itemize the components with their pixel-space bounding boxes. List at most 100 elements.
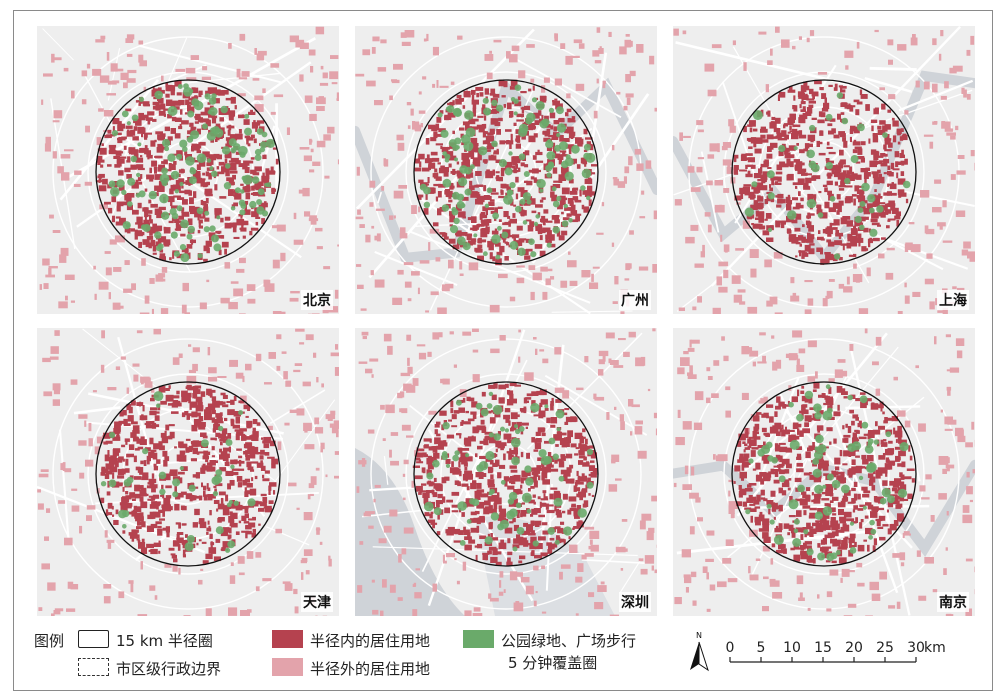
inside-residential-parcel (556, 458, 563, 462)
river (673, 70, 975, 266)
green-coverage-circle (530, 251, 537, 258)
inside-residential-parcel (438, 128, 446, 133)
inside-residential-parcel (122, 458, 125, 462)
inside-residential-parcel (152, 101, 160, 106)
inside-residential-parcel (561, 187, 570, 195)
outside-residential-parcel (293, 369, 301, 373)
green-coverage-circle (228, 500, 233, 505)
road (551, 310, 633, 313)
inside-residential-parcel (845, 423, 848, 428)
inside-residential-parcel (488, 384, 495, 389)
inside-residential-parcel (180, 233, 186, 237)
green-coverage-circle (116, 179, 125, 188)
inside-residential-parcel (260, 465, 266, 471)
outside-residential-parcel (106, 539, 115, 543)
inside-residential-parcel (175, 224, 181, 231)
inside-residential-parcel (476, 191, 480, 196)
outside-residential-parcel (403, 527, 414, 534)
inside-residential-parcel (505, 408, 510, 412)
outside-residential-parcel (66, 608, 76, 612)
inside-residential-parcel (528, 532, 536, 536)
inside-residential-parcel (589, 144, 594, 151)
inside-residential-parcel (432, 523, 435, 529)
inside-residential-parcel (802, 505, 811, 509)
inside-residential-parcel (797, 235, 804, 241)
outside-residential-parcel (464, 610, 472, 616)
green-coverage-circle (752, 110, 763, 121)
inside-residential-parcel (260, 202, 268, 208)
outside-residential-parcel (577, 563, 584, 572)
outside-residential-parcel (313, 352, 317, 358)
green-coverage-circle (161, 211, 170, 220)
outside-residential-parcel (255, 552, 262, 558)
outside-residential-parcel (807, 298, 814, 306)
outside-residential-parcel (314, 417, 320, 425)
inside-residential-parcel (127, 227, 131, 234)
inside-residential-parcel (870, 218, 878, 223)
inside-residential-parcel (551, 194, 558, 202)
inside-residential-parcel (218, 90, 225, 96)
outside-residential-parcel (713, 454, 716, 460)
outside-residential-parcel (969, 254, 975, 262)
inside-residential-parcel (153, 443, 161, 450)
inside-residential-parcel (481, 391, 486, 397)
inside-residential-parcel (470, 411, 477, 415)
inside-residential-parcel (564, 421, 569, 425)
outside-residential-parcel (380, 404, 385, 410)
inside-residential-parcel (553, 493, 561, 500)
inside-residential-parcel (489, 128, 495, 135)
outside-residential-parcel (116, 68, 124, 72)
green-coverage-circle (806, 198, 817, 209)
outside-residential-parcel (390, 460, 399, 466)
inside-residential-parcel (562, 493, 568, 500)
inside-residential-parcel (442, 496, 446, 503)
outside-residential-parcel (131, 283, 136, 291)
road (369, 486, 419, 492)
outside-residential-parcel (764, 259, 772, 268)
inside-residential-parcel (111, 215, 115, 223)
inside-residential-parcel (885, 457, 890, 463)
inside-residential-parcel (491, 394, 497, 400)
road (864, 77, 913, 93)
inside-residential-parcel (229, 112, 235, 118)
outside-residential-parcel (367, 429, 375, 434)
inside-residential-parcel (825, 227, 833, 235)
outside-residential-parcel (372, 36, 380, 42)
outside-residential-parcel (589, 530, 600, 539)
outside-residential-parcel (598, 350, 609, 357)
outside-residential-parcel (371, 225, 375, 229)
inside-residential-parcel (480, 219, 485, 223)
inside-residential-parcel (497, 206, 503, 209)
inside-residential-parcel (246, 490, 252, 495)
outside-residential-parcel (807, 376, 816, 382)
green-coverage-circle (223, 182, 232, 190)
inside-residential-parcel (440, 165, 445, 172)
inside-residential-parcel (552, 142, 556, 149)
green-coverage-circle (131, 114, 139, 122)
inside-residential-parcel (177, 471, 185, 475)
inside-residential-parcel (162, 494, 165, 499)
outside-residential-parcel (420, 123, 423, 128)
inside-residential-parcel (787, 487, 791, 491)
outside-residential-parcel (401, 41, 411, 46)
outside-residential-parcel (392, 297, 403, 305)
inside-residential-parcel (233, 395, 237, 401)
outside-residential-parcel (798, 36, 802, 40)
outside-residential-parcel (631, 404, 640, 408)
inside-residential-parcel (757, 205, 762, 208)
green-coverage-circle (179, 466, 184, 471)
inside-residential-parcel (160, 133, 166, 137)
inside-residential-parcel (498, 397, 505, 404)
radius-circle (731, 79, 917, 265)
outside-residential-parcel (371, 47, 376, 54)
inside-residential-parcel (269, 482, 277, 487)
outside-residential-parcel (289, 409, 297, 413)
inside-residential-parcel (764, 199, 768, 205)
inside-residential-parcel (865, 104, 870, 110)
inside-residential-parcel (799, 430, 804, 437)
inside-residential-parcel (520, 484, 523, 489)
inside-residential-parcel (837, 113, 841, 120)
inside-residential-parcel (873, 151, 880, 158)
inside-residential-parcel (228, 160, 234, 163)
outside-residential-parcel (934, 336, 937, 345)
